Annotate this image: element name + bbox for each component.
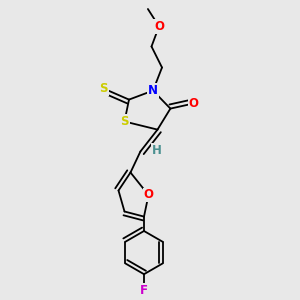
Text: F: F — [140, 284, 148, 297]
Text: O: O — [188, 97, 199, 110]
Text: O: O — [143, 188, 154, 202]
Text: H: H — [152, 143, 162, 157]
Text: O: O — [154, 20, 164, 33]
Text: N: N — [148, 84, 158, 97]
Text: S: S — [99, 82, 108, 95]
Text: S: S — [120, 115, 129, 128]
